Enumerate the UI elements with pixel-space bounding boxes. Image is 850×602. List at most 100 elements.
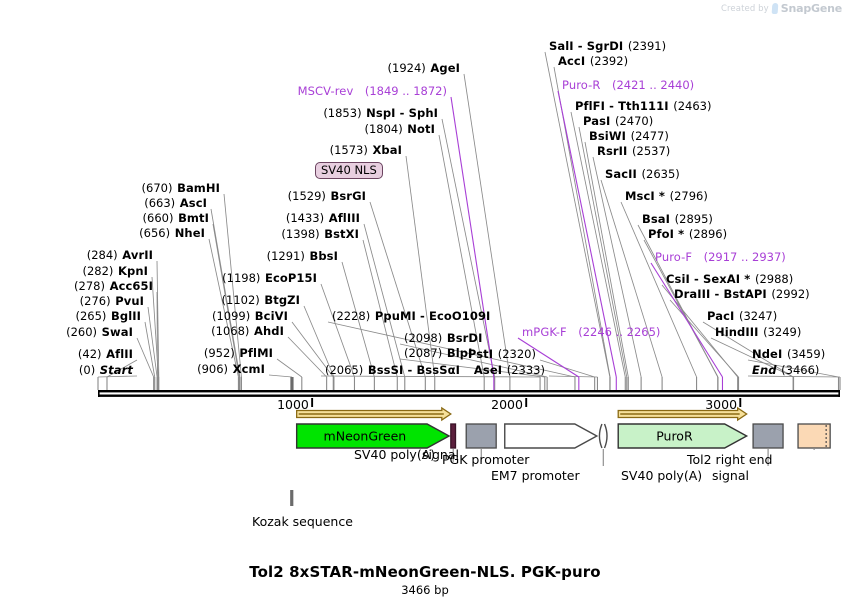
watermark-brand: SnapGene bbox=[780, 2, 842, 15]
enzyme-label-blpi[interactable]: (2087) BlpI bbox=[404, 347, 472, 360]
feature-tol2-right-end[interactable] bbox=[797, 423, 831, 449]
enzyme-name: BbsI bbox=[309, 249, 338, 263]
enzyme-label-ndei[interactable]: NdeI (3459) bbox=[752, 347, 826, 361]
feature-em7-promoter[interactable] bbox=[598, 423, 608, 449]
enzyme-position: (2470) bbox=[615, 114, 654, 128]
enzyme-label-start[interactable]: (0) Start bbox=[79, 363, 133, 377]
enzyme-name: PstI bbox=[467, 347, 494, 361]
enzyme-position: (1573) bbox=[329, 143, 368, 157]
enzyme-label-rsrii[interactable]: RsrII (2537) bbox=[597, 144, 671, 158]
enzyme-label-ecop15i[interactable]: (1198) EcoP15I bbox=[222, 272, 317, 285]
primer-label-mpgk-f[interactable]: mPGK-F (2246 .. 2265) bbox=[522, 325, 661, 339]
enzyme-name: KpnI bbox=[117, 264, 148, 278]
snapgene-logo-icon bbox=[771, 3, 779, 14]
orf-arrows-group bbox=[296, 406, 748, 422]
enzyme-label-draiii[interactable]: DraIII - BstAPI (2992) bbox=[674, 288, 810, 301]
enzyme-label-bstxi[interactable]: (1398) BstXI bbox=[281, 227, 359, 241]
enzyme-name: AccI bbox=[558, 54, 586, 68]
sv40-nls-badge[interactable]: SV40 NLS bbox=[315, 162, 383, 179]
enzyme-name: XbaI bbox=[372, 143, 402, 157]
enzyme-label-xcmi[interactable]: (906) XcmI bbox=[197, 363, 265, 376]
feature-sv40-nls[interactable] bbox=[450, 423, 457, 449]
enzyme-position: (1433) bbox=[285, 211, 325, 225]
feature-label-inline: mNeonGreen bbox=[324, 429, 407, 444]
enzyme-label-agei[interactable]: (1924) AgeI bbox=[388, 62, 460, 75]
enzyme-label-bsrgi[interactable]: (1529) BsrGI bbox=[288, 190, 366, 203]
enzyme-name: AflIII bbox=[328, 211, 360, 225]
feature-puror[interactable]: PuroR bbox=[617, 423, 749, 449]
enzyme-label-acc65i[interactable]: (278) Acc65I bbox=[74, 280, 153, 293]
feature-caption-kozak: Kozak sequence bbox=[252, 514, 353, 529]
enzyme-label-pfoi[interactable]: PfoI * (2896) bbox=[648, 227, 727, 241]
enzyme-position: (1804) bbox=[364, 122, 403, 136]
enzyme-label-noti[interactable]: (1804) NotI bbox=[364, 122, 435, 136]
enzyme-position: (1398) bbox=[281, 227, 320, 241]
enzyme-label-end[interactable]: End (3466) bbox=[752, 363, 819, 377]
enzyme-label-bsrdi[interactable]: (2098) BsrDI bbox=[404, 331, 483, 345]
enzyme-label-xbai[interactable]: (1573) XbaI bbox=[329, 143, 402, 157]
enzyme-label-pflmi[interactable]: (952) PflMI bbox=[204, 347, 273, 360]
enzyme-label-ahdi[interactable]: (1068) AhdI bbox=[211, 325, 284, 338]
enzyme-name: BsiWI bbox=[589, 129, 627, 143]
enzyme-label-acci[interactable]: AccI (2392) bbox=[558, 54, 628, 68]
enzyme-label-pflfi[interactable]: PflFI - Tth111I (2463) bbox=[575, 100, 711, 113]
enzyme-position: (3459) bbox=[786, 347, 826, 361]
enzyme-name: Start bbox=[99, 363, 133, 377]
enzyme-label-ppumi[interactable]: (2228) PpuMI - EcoO109I bbox=[332, 310, 490, 323]
enzyme-label-asci[interactable]: (663) AscI bbox=[144, 197, 207, 210]
enzyme-label-bcivi[interactable]: (1099) BciVI bbox=[212, 310, 288, 323]
enzyme-label-sali[interactable]: SalI - SgrDI (2391) bbox=[549, 40, 666, 53]
enzyme-name: MscI * bbox=[625, 189, 666, 203]
enzyme-label-swai[interactable]: (260) SwaI bbox=[66, 326, 133, 339]
enzyme-label-msci[interactable]: MscI * (2796) bbox=[625, 189, 708, 203]
enzyme-label-bglii[interactable]: (265) BglII bbox=[75, 310, 141, 323]
primer-label-mscv-rev[interactable]: MSCV-rev (1849 .. 1872) bbox=[298, 85, 447, 98]
feature-sv40-poly-a-signal[interactable] bbox=[465, 423, 497, 449]
enzyme-name: AvrII bbox=[122, 248, 153, 262]
enzyme-position: (2320) bbox=[497, 347, 536, 361]
orf-arrow-PuroR-ORF bbox=[617, 406, 748, 422]
enzyme-name: BstXI bbox=[324, 227, 359, 241]
enzyme-label-hindiii[interactable]: HindIII (3249) bbox=[715, 325, 802, 339]
enzyme-label-bmti[interactable]: (660) BmtI bbox=[143, 212, 209, 225]
feature-track-group: mNeonGreen PuroR bbox=[295, 423, 831, 449]
enzyme-label-bbsi[interactable]: (1291) BbsI bbox=[267, 249, 338, 263]
ruler-tick-3000: 3000 bbox=[705, 397, 738, 412]
enzyme-label-pstiL[interactable]: PstI (2320) bbox=[467, 347, 536, 361]
enzyme-label-kpni[interactable]: (282) KpnI bbox=[82, 264, 148, 278]
primer-label-puro-r[interactable]: Puro-R (2421 .. 2440) bbox=[562, 79, 694, 92]
enzyme-label-nspi_sphi[interactable]: (1853) NspI - SphI bbox=[323, 106, 438, 120]
enzyme-name: End bbox=[752, 363, 777, 377]
enzyme-label-aflii[interactable]: (42) AflII bbox=[77, 347, 133, 361]
enzyme-position: (1853) bbox=[323, 106, 362, 120]
enzyme-label-pvui[interactable]: (276) PvuI bbox=[80, 295, 144, 308]
enzyme-label-afliii[interactable]: (1433) AflIII bbox=[285, 211, 360, 225]
enzyme-label-bsai[interactable]: BsaI (2895) bbox=[642, 212, 713, 226]
feature-sv40-poly-a-signal[interactable] bbox=[752, 423, 784, 449]
enzyme-position: (2537) bbox=[632, 144, 671, 158]
enzyme-position: (3249) bbox=[763, 325, 802, 339]
enzyme-label-csii[interactable]: CsiI - SexAI * (2988) bbox=[666, 273, 793, 286]
page-title: Tol2 8xSTAR-mNeonGreen-NLS. PGK-puro bbox=[249, 563, 601, 581]
primer-range: (2246 .. 2265) bbox=[578, 325, 661, 339]
enzyme-label-aseiL[interactable]: AseI (2333) bbox=[474, 364, 545, 377]
enzyme-label-nhei[interactable]: (656) NheI bbox=[139, 227, 205, 240]
enzyme-name: BsrDI bbox=[446, 331, 483, 345]
enzyme-position: (42) bbox=[77, 347, 102, 361]
enzyme-position: (2895) bbox=[674, 212, 713, 226]
enzyme-label-bsiwi[interactable]: BsiWI (2477) bbox=[589, 129, 669, 143]
enzyme-label-bsssi[interactable]: (2065) BssSI - BssSαI bbox=[325, 364, 460, 377]
enzyme-label-paci[interactable]: PacI (3247) bbox=[707, 310, 777, 323]
enzyme-label-pasi[interactable]: PasI (2470) bbox=[583, 114, 654, 128]
feature-mneongreen[interactable]: mNeonGreen bbox=[295, 423, 451, 449]
primer-label-puro-f[interactable]: Puro-F (2917 .. 2937) bbox=[655, 250, 786, 264]
enzyme-label-btgzi[interactable]: (1102) BtgZI bbox=[222, 294, 300, 307]
enzyme-label-avrii[interactable]: (284) AvrII bbox=[87, 248, 153, 262]
enzyme-label-sacii[interactable]: SacII (2635) bbox=[605, 168, 680, 181]
label-gap bbox=[692, 250, 704, 264]
enzyme-name: NotI bbox=[407, 122, 435, 136]
enzyme-name: PfoI * bbox=[648, 227, 685, 241]
feature-pgk-promoter[interactable] bbox=[504, 423, 599, 449]
enzyme-label-bamhi[interactable]: (670) BamHI bbox=[142, 182, 220, 195]
